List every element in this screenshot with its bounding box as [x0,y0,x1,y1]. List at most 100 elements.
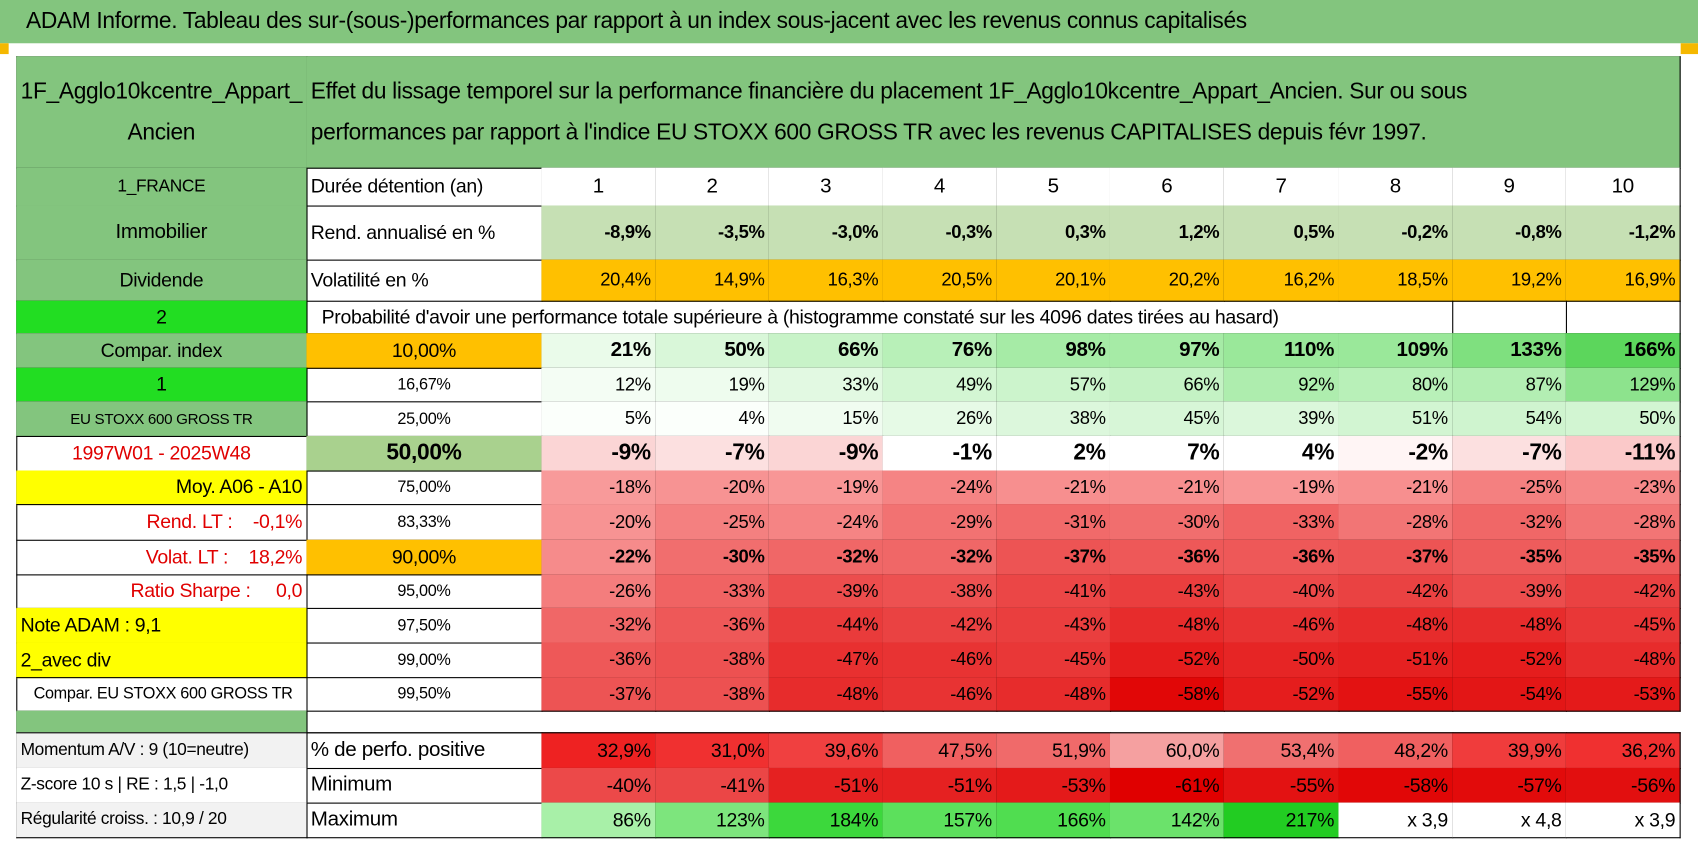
value-cell: -42% [1338,574,1454,609]
summary-label: Régularité croiss. : 10,9 / 20 [16,802,308,839]
value-cell: 76% [882,333,998,369]
value-cell: -51% [882,767,998,804]
value-cell: -57% [1452,767,1567,804]
value-cell: 18,5% [1338,259,1454,302]
percentile: 95,00% [306,574,543,609]
value-cell: -61% [1109,767,1225,804]
value-cell: -19% [768,470,884,506]
value-cell: 19% [655,367,770,403]
value-cell: -38% [655,677,770,712]
value-cell: -48% [768,677,884,712]
value-cell: -24% [768,504,884,541]
holding-years: 2 [655,167,770,207]
value-cell: -30% [1109,504,1225,541]
percentile: 75,00% [306,470,543,506]
report-title: ADAM Informe. Tableau des sur-(sous-)per… [0,0,1698,44]
value-cell: -42% [882,607,998,644]
row-label: EU STOXX 600 GROSS TR [16,401,308,437]
summary-label: Z-score 10 s | RE : 1,5 | -1,0 [16,767,308,804]
value-cell: -28% [1338,504,1454,541]
value-cell: 39,9% [1452,732,1567,770]
value-cell: -40% [541,767,657,804]
value-cell: -18% [541,470,657,506]
value-cell: x 3,9 [1338,802,1454,839]
value-cell: 14,9% [655,259,770,302]
value-cell: -38% [882,574,998,609]
row-label: Ratio Sharpe : 0,0 [16,574,308,609]
value-cell: -41% [655,767,770,804]
value-cell: -46% [882,642,998,679]
value-cell: -3,5% [655,205,770,261]
value-cell: 32,9% [541,732,657,770]
value-cell: 60,0% [1109,732,1225,770]
row-label: 1_FRANCE [16,167,308,207]
value-cell: -36% [1223,539,1340,576]
value-cell: -37% [996,539,1112,576]
percentile: 99,50% [306,677,543,712]
spacer [16,710,308,734]
percentile: 99,00% [306,642,543,679]
value-cell: 109% [1338,333,1454,369]
value-cell: -7% [1452,435,1567,472]
value-cell: 20,4% [541,259,657,302]
value-cell: 50% [1565,401,1681,437]
row-label: Compar. EU STOXX 600 GROSS TR [16,677,308,712]
value-cell: 51% [1338,401,1454,437]
value-cell: -48% [1109,607,1225,644]
value-cell: -3,0% [768,205,884,261]
value-cell: -19% [1223,470,1340,506]
value-cell: -26% [541,574,657,609]
value-cell: -30% [655,539,770,576]
value-cell: -48% [1338,607,1454,644]
value-cell: -51% [768,767,884,804]
value-cell: -36% [655,607,770,644]
value-cell: -46% [882,677,998,712]
row-label: Dividende [16,259,308,302]
row-label: Compar. index [16,333,308,369]
row-label: Volat. LT : 18,2% [16,539,308,576]
value-cell: 157% [882,802,998,839]
value-cell: 33% [768,367,884,403]
row-label: 2_avec div [16,642,308,679]
value-cell: 1,2% [1109,205,1225,261]
percentile: 90,00% [306,539,543,576]
value-cell: -41% [996,574,1112,609]
percentile: 97,50% [306,607,543,644]
value-cell: -21% [1109,470,1225,506]
percentile: 10,00% [306,333,543,369]
value-cell: 20,5% [882,259,998,302]
value-cell: -2% [1338,435,1454,472]
value-cell: -44% [768,607,884,644]
value-cell: 129% [1565,367,1681,403]
value-cell: -40% [1223,574,1340,609]
metric-label: Rend. annualisé en % [306,205,543,261]
value-cell: -52% [1109,642,1225,679]
value-cell: 86% [541,802,657,839]
value-cell: 4% [1223,435,1340,472]
value-cell: -53% [996,767,1112,804]
value-cell: 49% [882,367,998,403]
value-cell: -48% [1565,642,1681,679]
value-cell: -1,2% [1565,205,1681,261]
value-cell: 97% [1109,333,1225,369]
value-cell: -0,2% [1338,205,1454,261]
value-cell: -48% [996,677,1112,712]
value-cell: 87% [1452,367,1567,403]
value-cell: -39% [1452,574,1567,609]
value-cell: -32% [1452,504,1567,541]
value-cell: 45% [1109,401,1225,437]
value-cell: 54% [1452,401,1567,437]
value-cell: 20,2% [1109,259,1225,302]
value-cell: -28% [1565,504,1681,541]
value-cell: -51% [1338,642,1454,679]
value-cell: 20,1% [996,259,1112,302]
value-cell: -36% [1109,539,1225,576]
value-cell: -21% [1338,470,1454,506]
value-cell: 98% [996,333,1112,369]
value-cell: 4% [655,401,770,437]
value-cell: -58% [1338,767,1454,804]
value-cell: -20% [541,504,657,541]
value-cell: -32% [768,539,884,576]
value-cell: 166% [996,802,1112,839]
